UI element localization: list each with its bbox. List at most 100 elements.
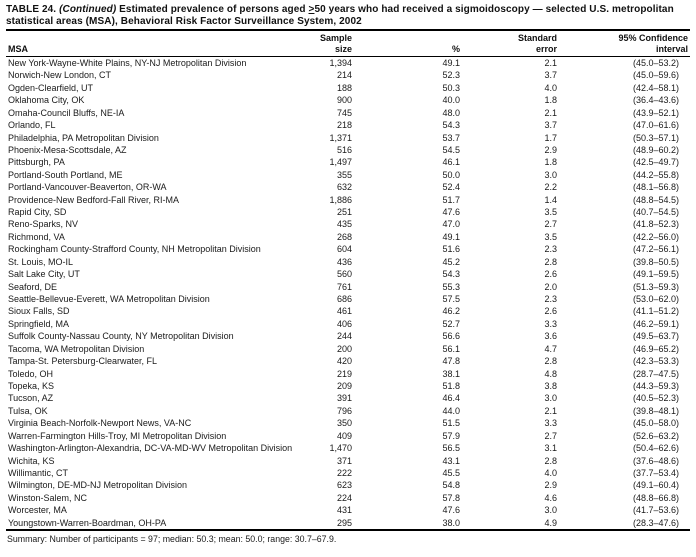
cell-confidence-interval: (49.5–63.7): [632, 331, 679, 342]
cell-standard-error: 2.6: [544, 306, 557, 317]
cell-percent: 49.1: [442, 58, 460, 68]
cell-msa: Wichita, KS: [8, 455, 55, 466]
title-text-after: 50 years who had received a sigmoidoscop…: [6, 4, 674, 27]
cell-sample-size: 350: [336, 418, 352, 429]
table-row: Wilmington, DE-MD-NJ Metropolitan Divisi…: [6, 479, 690, 491]
cell-confidence-interval: (50.3–57.1): [632, 132, 679, 143]
table-row: Topeka, KS 209 51.8 3.8 (44.3–59.3): [6, 380, 690, 392]
table-row: Tulsa, OK 796 44.0 2.1 (39.8–48.1): [6, 405, 690, 417]
cell-msa: Tacoma, WA Metropolitan Division: [8, 343, 145, 354]
table-row: Rapid City, SD 251 47.6 3.5 (40.7–54.5): [6, 206, 690, 218]
cell-confidence-interval: (44.3–59.3): [632, 380, 679, 391]
cell-sample-size: 436: [336, 256, 352, 267]
cell-standard-error: 4.0: [544, 467, 557, 478]
cell-confidence-interval: (45.0–58.0): [632, 418, 679, 429]
table-row: Worcester, MA 431 47.6 3.0 (41.7–53.6): [6, 504, 690, 516]
cell-sample-size: 209: [336, 380, 352, 391]
cell-percent: 46.1: [442, 157, 460, 168]
cell-sample-size: 409: [336, 430, 352, 441]
cell-msa: Pittsburgh, PA: [8, 157, 65, 168]
cell-confidence-interval: (42.2–56.0): [632, 231, 679, 242]
cell-standard-error: 2.3: [544, 244, 557, 255]
cell-percent: 57.9: [442, 430, 460, 441]
table-row: Tucson, AZ 391 46.4 3.0 (40.5–52.3): [6, 392, 690, 404]
cell-standard-error: 2.8: [544, 455, 557, 466]
header-row: MSA Sample size % Standard error 95% Con…: [6, 30, 690, 58]
msa-prevalence-table: MSA Sample size % Standard error 95% Con…: [6, 29, 690, 532]
cell-sample-size: 188: [336, 82, 352, 93]
cell-percent: 45.5: [442, 467, 460, 478]
cell-msa: Salt Lake City, UT: [8, 269, 80, 280]
table-row: Tacoma, WA Metropolitan Division 200 56.1 4…: [6, 343, 690, 355]
cell-percent: 57.8: [442, 492, 460, 503]
table-row: Washington-Arlington-Alexandria, DC-VA-M…: [6, 442, 690, 454]
table-row: Omaha-Council Bluffs, NE-IA 745 48.0 2.1 (43…: [6, 107, 690, 119]
cell-standard-error: 2.9: [544, 480, 557, 491]
table-row: Portland-Vancouver-Beaverton, OR-WA 632 52…: [6, 181, 690, 193]
continued-label: (Continued): [59, 4, 117, 15]
table-row: Portland-South Portland, ME 355 50.0 3.0 (44…: [6, 169, 690, 181]
cell-confidence-interval: (36.4–43.6): [632, 95, 679, 106]
cell-sample-size: 1,371: [329, 132, 352, 143]
cell-msa: Suffolk County-Nassau County, NY Metropo…: [8, 331, 234, 342]
cell-confidence-interval: (39.8–48.1): [632, 405, 679, 416]
cell-confidence-interval: (40.7–54.5): [632, 207, 679, 218]
table-row: New York-Wayne-White Plains, NY-NJ Metro…: [6, 57, 690, 70]
cell-sample-size: 219: [336, 368, 352, 379]
cell-confidence-interval: (41.7–53.6): [632, 505, 679, 516]
table-title: TABLE 24. (Continued) Estimated prevalen…: [6, 4, 690, 27]
table-row: Philadelphia, PA Metropolitan Division 1,…: [6, 132, 690, 144]
cell-standard-error: 3.7: [544, 120, 557, 131]
cell-standard-error: 1.7: [544, 132, 557, 143]
cell-msa: Tulsa, OK: [8, 405, 48, 416]
cell-sample-size: 295: [336, 517, 352, 528]
cell-percent: 56.6: [442, 331, 460, 342]
cell-confidence-interval: (43.9–52.1): [632, 107, 679, 118]
cell-msa: Seattle-Bellevue-Everett, WA Metropolita…: [8, 294, 210, 305]
cell-msa: Orlando, FL: [8, 120, 56, 131]
table-row: Wichita, KS 371 43.1 2.8 (37.6–48.6): [6, 455, 690, 467]
cell-msa: Virginia Beach-Norfolk-Newport News, VA-…: [8, 418, 192, 429]
cell-msa: Phoenix-Mesa-Scottsdale, AZ: [8, 144, 127, 155]
cell-msa: Ogden-Clearfield, UT: [8, 82, 94, 93]
table-row: Seattle-Bellevue-Everett, WA Metropolita…: [6, 293, 690, 305]
cell-confidence-interval: (46.9–65.2): [632, 343, 679, 354]
cell-standard-error: 2.3: [544, 294, 557, 305]
cell-standard-error: 3.1: [544, 443, 557, 454]
cell-confidence-interval: (44.2–55.8): [632, 169, 679, 180]
cell-sample-size: 796: [336, 405, 352, 416]
cell-msa: Washington-Arlington-Alexandria, DC-VA-M…: [8, 443, 293, 454]
column-header-sample-size: Sample size: [316, 30, 352, 58]
cell-msa: New York-Wayne-White Plains, NY-NJ Metro…: [8, 58, 247, 68]
cell-sample-size: 745: [336, 107, 352, 118]
cell-msa: Springfield, MA: [8, 318, 70, 329]
cell-confidence-interval: (37.6–48.6): [632, 455, 679, 466]
table-row: Tampa-St. Petersburg-Clearwater, FL 420 47…: [6, 355, 690, 367]
cell-standard-error: 3.6: [544, 331, 557, 342]
cell-standard-error: 3.0: [544, 169, 557, 180]
cell-percent: 40.0: [442, 95, 460, 106]
cell-standard-error: 2.1: [544, 58, 557, 68]
cell-standard-error: 2.2: [544, 182, 557, 193]
cell-sample-size: 1,394: [329, 58, 352, 68]
cell-standard-error: 4.0: [544, 82, 557, 93]
table-row: Ogden-Clearfield, UT 188 50.3 4.0 (42.4–58.1…: [6, 82, 690, 94]
cell-percent: 52.3: [442, 70, 460, 81]
cell-percent: 50.3: [442, 82, 460, 93]
cell-sample-size: 431: [336, 505, 352, 516]
cell-sample-size: 686: [336, 294, 352, 305]
cell-confidence-interval: (51.3–59.3): [632, 281, 679, 292]
cell-sample-size: 222: [336, 467, 352, 478]
table-row: Providence-New Bedford-Fall River, RI-MA…: [6, 194, 690, 206]
cell-percent: 44.0: [442, 405, 460, 416]
cell-standard-error: 3.7: [544, 70, 557, 81]
cell-standard-error: 2.8: [544, 356, 557, 367]
cell-msa: Portland-South Portland, ME: [8, 169, 123, 180]
cell-percent: 46.2: [442, 306, 460, 317]
cell-sample-size: 560: [336, 269, 352, 280]
cell-sample-size: 355: [336, 169, 352, 180]
cell-percent: 54.5: [442, 144, 460, 155]
cell-percent: 51.5: [442, 418, 460, 429]
column-header-standard-error: Standard error: [460, 30, 557, 58]
table-row: Oklahoma City, OK 900 40.0 1.8 (36.4–43.6): [6, 94, 690, 106]
